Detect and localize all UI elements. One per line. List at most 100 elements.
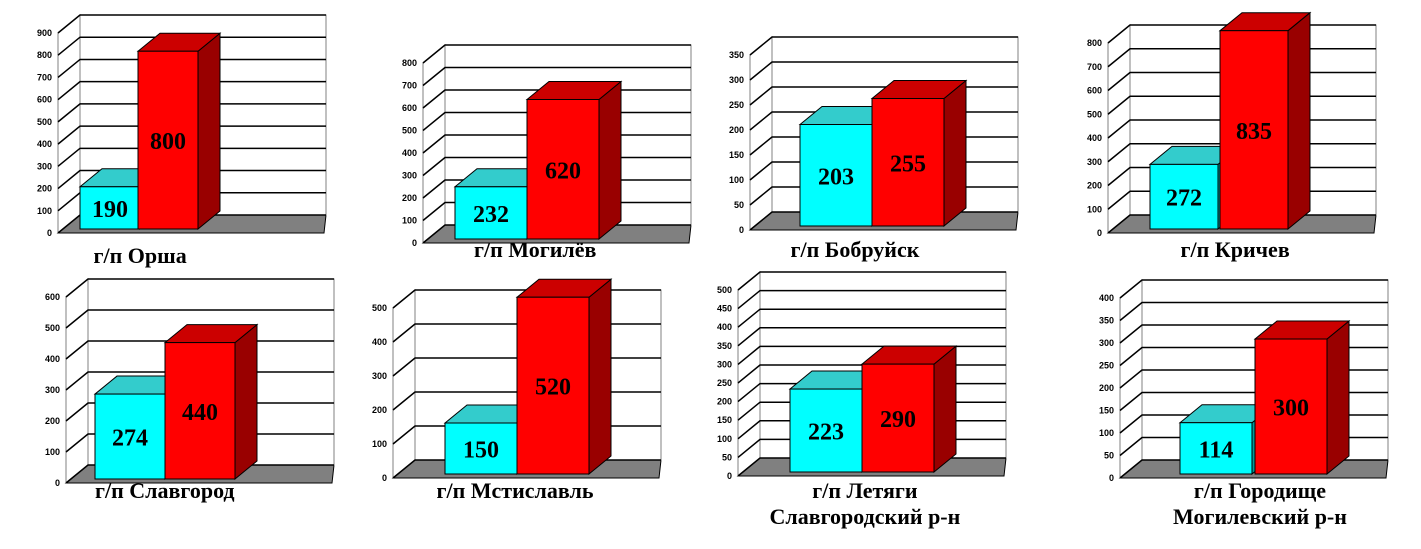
y-tick-label: 200 xyxy=(1099,383,1114,393)
chart-caption-line: г/п Городище xyxy=(1193,478,1327,503)
y-tick-label: 400 xyxy=(717,322,732,332)
chart-caption-line: г/п Кричев xyxy=(1180,237,1290,262)
bar-front xyxy=(799,124,873,227)
y-tick-label: 50 xyxy=(734,200,744,210)
y-tick-label: 300 xyxy=(402,171,417,181)
y-tick-label: 500 xyxy=(37,117,52,127)
y-tick-label: 250 xyxy=(1099,361,1114,371)
y-tick-label: 700 xyxy=(402,81,417,91)
chart-caption: г/п Бобруйск xyxy=(791,237,920,263)
y-tick-label: 800 xyxy=(402,58,417,68)
bar-front xyxy=(137,50,199,230)
bar-2 xyxy=(870,79,968,228)
bar-data-label: 274 xyxy=(112,426,148,452)
gridline xyxy=(1119,301,1388,322)
gridline xyxy=(57,14,326,34)
bar-front xyxy=(1149,163,1219,230)
gridline xyxy=(749,36,1018,56)
y-tick-label: 0 xyxy=(47,228,52,238)
bar-data-label: 223 xyxy=(808,420,844,446)
bar-2 xyxy=(515,278,613,476)
gridline xyxy=(737,327,1006,347)
chart-2: 0 100 200 300 400 500 600 700 800 232 620 xyxy=(402,43,692,248)
bar-side xyxy=(598,80,622,241)
y-tick-label: 350 xyxy=(729,50,744,60)
chart-caption-line: Могилевский р-н xyxy=(1173,504,1347,529)
bar-side xyxy=(197,32,221,231)
y-tick-label: 600 xyxy=(402,103,417,113)
y-tick-label: 400 xyxy=(402,148,417,158)
y-tick-label: 100 xyxy=(1099,428,1114,438)
y-tick-label: 350 xyxy=(717,341,732,351)
y-tick-label: 150 xyxy=(1099,406,1114,416)
bar-data-label: 290 xyxy=(880,407,916,433)
bar-front xyxy=(516,296,590,475)
bar-data-label: 190 xyxy=(92,197,128,223)
bar-2 xyxy=(136,32,222,231)
y-tick-label: 0 xyxy=(382,473,387,483)
bar-data-label: 255 xyxy=(890,151,926,177)
bar-data-label: 203 xyxy=(818,164,854,190)
gridline xyxy=(57,125,326,145)
y-tick-label: 100 xyxy=(372,439,387,449)
bar-2 xyxy=(1218,11,1312,231)
gridline xyxy=(737,289,1006,310)
y-tick-label: 700 xyxy=(37,72,52,82)
y-tick-label: 250 xyxy=(729,100,744,110)
bar-front xyxy=(789,388,863,473)
bar-data-label: 620 xyxy=(545,158,581,184)
chart-caption-line: г/п Славгород xyxy=(95,478,235,503)
bar-side xyxy=(943,79,967,228)
y-tick-label: 300 xyxy=(1099,338,1114,348)
y-tick-label: 200 xyxy=(372,405,387,415)
y-tick-label: 700 xyxy=(1087,62,1102,72)
chart-caption: г/п Орша xyxy=(94,243,187,269)
y-tick-label: 100 xyxy=(717,434,732,444)
y-tick-label: 400 xyxy=(1087,133,1102,143)
gridline xyxy=(57,36,326,56)
bar-data-label: 835 xyxy=(1236,119,1272,145)
chart-4: 0 100 200 300 400 500 600 700 800 272 835 xyxy=(1087,11,1377,238)
chart-caption: г/п Городище Могилевский р-н xyxy=(1173,478,1347,530)
y-tick-label: 300 xyxy=(37,161,52,171)
gridline xyxy=(737,308,1006,328)
y-tick-label: 900 xyxy=(37,28,52,38)
y-tick-label: 400 xyxy=(1099,293,1114,303)
y-tick-label: 500 xyxy=(1087,109,1102,119)
y-tick-label: 400 xyxy=(372,337,387,347)
chart-caption: г/п Кричев xyxy=(1181,237,1290,263)
y-tick-label: 400 xyxy=(37,139,52,149)
y-tick-label: 350 xyxy=(1099,316,1114,326)
y-tick-label: 0 xyxy=(1109,473,1114,483)
gridline xyxy=(57,169,326,190)
y-tick-label: 300 xyxy=(729,75,744,85)
chart-caption-line: г/п Бобруйск xyxy=(790,237,920,262)
bar-2 xyxy=(163,323,259,481)
y-tick-label: 0 xyxy=(412,238,417,248)
y-tick-label: 600 xyxy=(1087,86,1102,96)
y-tick-label: 50 xyxy=(722,452,732,462)
bar-data-label: 232 xyxy=(473,202,509,228)
gridline xyxy=(737,271,1006,291)
bar-front xyxy=(1254,338,1328,475)
gridline xyxy=(422,66,691,87)
chart-caption-line: г/п Могилёв xyxy=(474,237,597,262)
chart-6: 0 100 200 300 400 500 150 520 xyxy=(372,278,662,483)
bar-data-label: 520 xyxy=(535,375,571,401)
chart-caption-line: г/п Орша xyxy=(93,243,187,268)
bar-data-label: 440 xyxy=(182,400,218,426)
chart-caption: г/п Летяги Славгородский р-н xyxy=(770,478,961,530)
bar-front xyxy=(94,393,166,480)
bar-front xyxy=(526,99,600,240)
y-tick-label: 200 xyxy=(37,184,52,194)
y-tick-label: 250 xyxy=(717,378,732,388)
y-tick-label: 200 xyxy=(402,193,417,203)
chart-1: 0 100 200 300 400 500 600 700 800 900 190 800 xyxy=(37,13,327,238)
y-tick-label: 100 xyxy=(402,216,417,226)
y-tick-label: 500 xyxy=(717,285,732,295)
chart-caption: г/п Мстиславль xyxy=(437,478,594,504)
bar-side xyxy=(588,278,612,476)
y-tick-label: 0 xyxy=(1097,228,1102,238)
y-tick-label: 300 xyxy=(372,371,387,381)
y-tick-label: 150 xyxy=(729,150,744,160)
